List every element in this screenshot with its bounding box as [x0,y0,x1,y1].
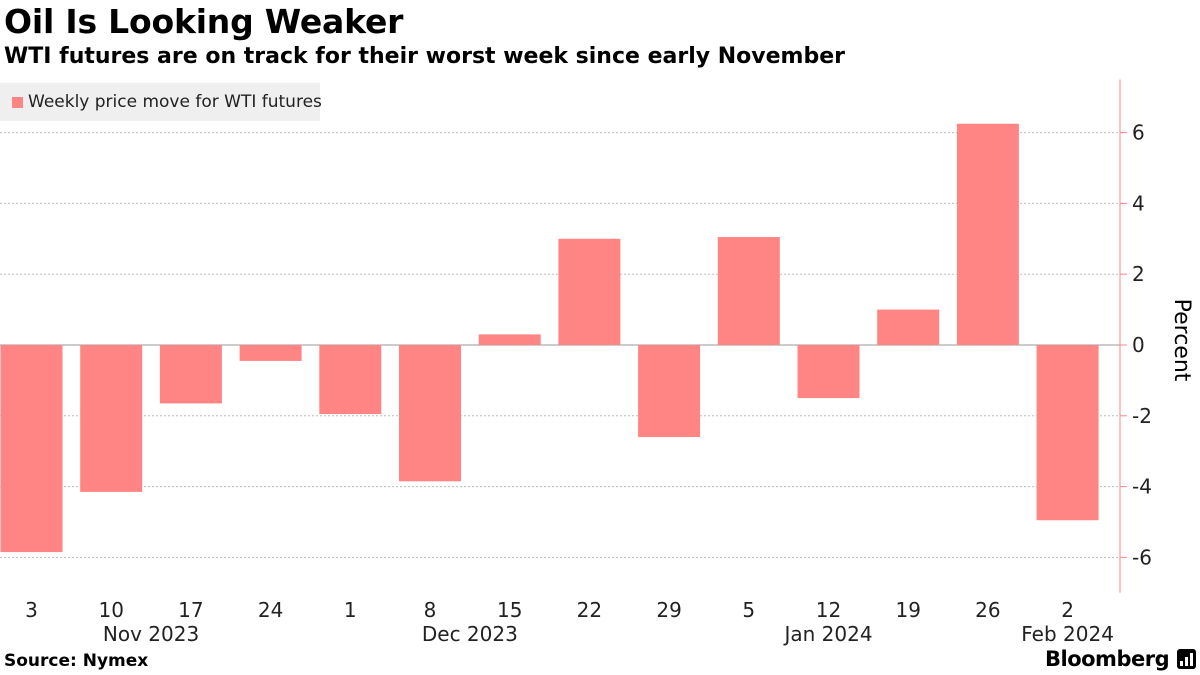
x-tick-label: 10 [98,598,123,622]
bar [638,345,701,438]
y-tick-label: -6 [1132,545,1152,569]
bar [80,345,143,492]
bar [319,345,382,415]
bar [478,334,541,345]
x-tick-label: 12 [816,598,841,622]
y-tick-label: 6 [1132,121,1145,145]
chart-title: Oil Is Looking Weaker [4,2,404,41]
legend-label: Weekly price move for WTI futures [28,92,322,112]
legend-swatch [12,97,23,108]
bar [1036,345,1099,521]
bar [399,345,461,482]
y-axis-label: Percent [1169,299,1194,382]
x-tick-label: 3 [25,598,38,622]
y-tick-label: 2 [1132,262,1145,286]
y-tick-label: -2 [1132,404,1152,428]
x-tick-label: 1 [344,598,357,622]
x-tick-label: 29 [656,598,681,622]
source-note: Source: Nymex [4,651,149,671]
x-month-label: Jan 2024 [782,622,872,646]
bloomberg-chart-icon [1177,649,1196,669]
bar [558,238,621,345]
x-tick-label: 17 [178,598,203,622]
x-tick-label: 26 [975,598,1000,622]
y-tick-label: -4 [1132,475,1152,499]
bar [0,345,63,553]
x-month-label: Nov 2023 [103,622,199,646]
y-tick-label: 0 [1132,333,1145,357]
x-tick-label: 22 [577,598,602,622]
bar [797,345,860,399]
y-axis: -6 -4 -2 0 2 4 6 [1119,79,1152,593]
bar [717,237,780,345]
x-tick-label: 24 [258,598,283,622]
x-tick-label: 8 [424,598,437,622]
x-tick-label: 15 [497,598,522,622]
x-month-label: Dec 2023 [422,622,518,646]
x-tick-label: 19 [895,598,920,622]
bar [239,345,302,361]
legend: Weekly price move for WTI futures [0,83,322,121]
bar [159,345,222,404]
bar [956,123,1019,345]
brand-logo-text: Bloomberg [1045,647,1170,671]
bars [0,123,1099,553]
x-tick-label: 5 [742,598,755,622]
x-tick-label: 2 [1061,598,1074,622]
x-month-label: Feb 2024 [1021,622,1114,646]
y-tick-label: 4 [1132,191,1145,215]
x-axis-labels: 3 10 17 24 1 8 15 22 29 5 12 19 26 2 Nov 2023 Dec 2023 J… [25,598,1114,646]
bar [877,309,940,345]
chart-subtitle: WTI futures are on track for their worst… [4,44,845,69]
